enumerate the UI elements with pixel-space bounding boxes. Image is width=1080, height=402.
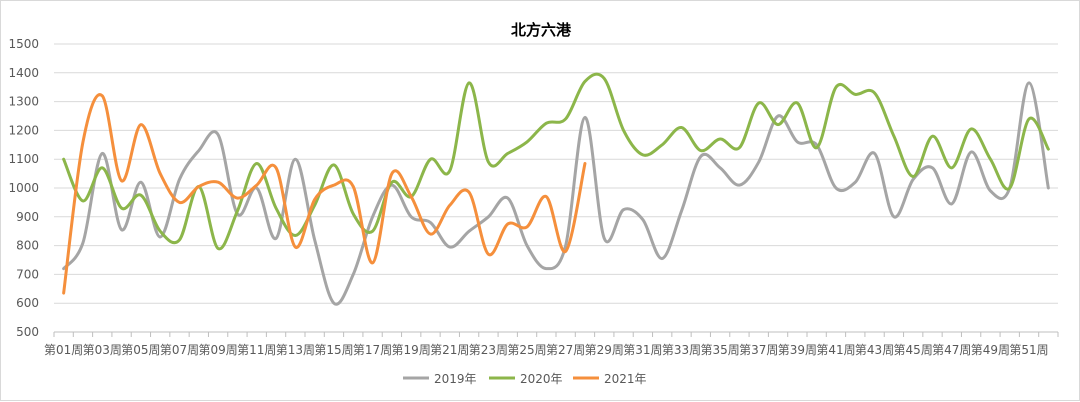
- series-line-2019年: [62, 81, 1050, 306]
- y-tick-label: 1500: [8, 37, 39, 51]
- x-tick-label: 第37周: [739, 343, 778, 357]
- x-tick-label: 第31周: [623, 343, 662, 357]
- y-tick-label: 1100: [8, 152, 39, 166]
- series-line-2020年: [62, 72, 1050, 251]
- y-tick-label: 800: [16, 239, 39, 253]
- x-tick-label: 第23周: [469, 343, 508, 357]
- x-tick-label: 第05周: [121, 343, 160, 357]
- y-tick-label: 1300: [8, 95, 39, 109]
- x-axis: 第01周 第03周 第05周 第07周 第09周 第11周 第13周 第15周 第17周 第19周…: [44, 331, 1059, 357]
- y-tick-label: 1400: [8, 66, 39, 80]
- legend-label: 2019年: [434, 372, 477, 386]
- chart-title: 北方六港: [511, 21, 572, 39]
- x-tick-label: 第35周: [700, 343, 739, 357]
- x-tick-label: 第27周: [546, 343, 585, 357]
- gridlines: [54, 43, 1058, 333]
- x-tick-label: 第47周: [932, 343, 971, 357]
- y-tick-label: 500: [16, 325, 39, 339]
- series-lines: [62, 72, 1050, 306]
- x-tick-label: 第25周: [507, 343, 546, 357]
- x-tick-label: 第21周: [430, 343, 469, 357]
- x-tick-label: 第49周: [971, 343, 1010, 357]
- x-tick-label: 第17周: [353, 343, 392, 357]
- series-line-2021年: [62, 93, 587, 295]
- y-tick-label: 600: [16, 296, 39, 310]
- x-tick-label: 第41周: [816, 343, 855, 357]
- x-tick-label: 第15周: [314, 343, 353, 357]
- x-tick-label: 第43周: [855, 343, 894, 357]
- x-tick-label: 第51周: [1009, 343, 1048, 357]
- legend-label: 2021年: [604, 372, 647, 386]
- y-tick-label: 700: [16, 267, 39, 281]
- x-tick-label: 第03周: [83, 343, 122, 357]
- x-tick-label: 第29周: [585, 343, 624, 357]
- x-tick-label: 第11周: [237, 343, 276, 357]
- y-axis: 500 600 700 800 900 1000 1100 1200 1300 1400 1500: [8, 37, 39, 339]
- legend-label: 2020年: [520, 372, 563, 386]
- x-tick-label: 第45周: [894, 343, 933, 357]
- x-tick-label: 第01周: [44, 343, 83, 357]
- x-tick-label: 第07周: [160, 343, 199, 357]
- y-tick-label: 1200: [8, 123, 39, 137]
- x-tick-label: 第39周: [778, 343, 817, 357]
- x-tick-label: 第19周: [392, 343, 431, 357]
- x-tick-label: 第13周: [276, 343, 315, 357]
- y-tick-label: 900: [16, 210, 39, 224]
- y-tick-label: 1000: [8, 181, 39, 195]
- x-tick-label: 第09周: [198, 343, 237, 357]
- x-tick-label: 第33周: [662, 343, 701, 357]
- legend: 2019年 2020年 2021年: [403, 372, 647, 386]
